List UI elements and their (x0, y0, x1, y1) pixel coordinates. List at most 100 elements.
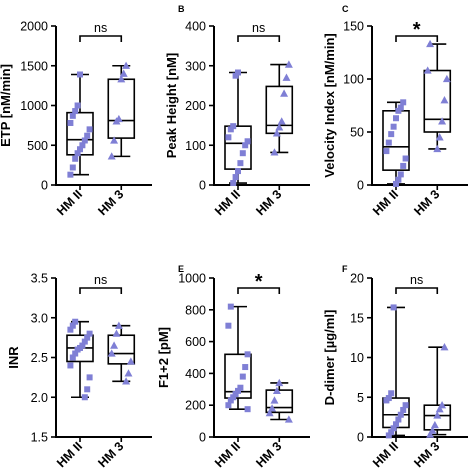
data-point-hm2 (230, 123, 237, 130)
x-category-label: HM II (54, 187, 85, 218)
data-point-hm2 (74, 102, 81, 109)
y-tick-label: 15 (350, 311, 364, 325)
data-point-hm2 (81, 394, 88, 401)
data-point-hm2 (84, 386, 91, 393)
significance-label: ns (410, 273, 423, 287)
data-point-hm2 (86, 126, 93, 133)
panel-inr: 1.5 2.0 2.5 3.0 3.5 INR HM II HM 3 ns (6, 272, 152, 470)
y-axis-title: ETP [nM/min] (0, 64, 13, 147)
data-point-hm3 (430, 420, 439, 429)
panel-vi: C 0 50 100 150 Velocity Index [nM/min] HM II HM… (322, 4, 468, 218)
data-point-hm2 (385, 139, 392, 146)
panel-letter: B (178, 4, 185, 14)
x-category-label: HM II (212, 439, 243, 470)
data-point-hm2 (237, 384, 244, 391)
significance-bracket (237, 35, 281, 42)
data-point-hm3 (435, 133, 444, 141)
significance-bracket (395, 287, 439, 294)
data-point-hm2 (72, 318, 79, 325)
y-tick-label: 0 (199, 431, 206, 445)
data-point-hm2 (395, 176, 402, 183)
data-point-hm3 (112, 329, 121, 337)
data-point-hm2 (242, 142, 249, 149)
data-point-hm2 (383, 148, 390, 155)
data-point-hm3 (442, 74, 451, 83)
data-point-hm3 (426, 430, 435, 438)
data-point-hm2 (393, 421, 399, 428)
x-category-label: HM 3 (95, 439, 126, 470)
panel-f12: E 0 200 400 600 800 1000 F1+2 [pM] HM II HM 3 * (156, 264, 310, 470)
data-point-hm3 (114, 114, 123, 123)
y-tick-label: 100 (185, 139, 206, 153)
y-axis-title: Velocity Index [nM/min] (322, 33, 337, 177)
data-point-hm2 (84, 334, 91, 341)
data-point-hm3 (280, 89, 289, 97)
data-point-hm2 (227, 126, 234, 133)
data-point-hm2 (400, 406, 407, 413)
data-point-hm3 (270, 148, 279, 156)
data-point-hm2 (232, 72, 239, 79)
significance-label: ns (252, 21, 265, 35)
box-iqr (423, 69, 452, 133)
y-tick-label: 1500 (20, 59, 48, 73)
data-point-hm2 (402, 402, 409, 409)
y-tick-label: 500 (27, 139, 48, 153)
data-point-hm2 (77, 146, 83, 153)
data-point-hm3 (438, 401, 447, 409)
data-point-hm3 (282, 73, 291, 81)
data-point-hm2 (390, 304, 397, 311)
data-point-hm2 (232, 391, 239, 398)
data-point-hm3 (284, 60, 293, 68)
data-point-hm3 (114, 321, 123, 329)
data-point-hm3 (110, 136, 119, 144)
data-point-hm2 (225, 322, 232, 329)
data-point-hm2 (227, 303, 234, 310)
y-tick-label: 600 (185, 335, 206, 349)
data-point-hm2 (395, 416, 402, 423)
y-tick-label: 50 (350, 126, 364, 140)
data-point-hm3 (284, 415, 293, 423)
data-point-hm3 (122, 61, 131, 69)
data-point-hm2 (81, 137, 88, 144)
data-point-hm2 (69, 322, 76, 329)
y-tick-label: 150 (343, 20, 364, 34)
data-point-hm2 (393, 115, 399, 122)
y-tick-label: 20 (350, 272, 364, 286)
data-point-hm2 (397, 104, 404, 111)
data-point-hm3 (270, 396, 279, 404)
data-point-hm3 (423, 66, 432, 74)
data-point-hm3 (440, 96, 449, 104)
data-point-hm3 (275, 123, 284, 131)
x-category-label: HM 3 (411, 187, 442, 218)
y-axis-title: INR (6, 346, 21, 369)
data-point-hm2 (69, 164, 76, 171)
data-point-hm2 (79, 342, 86, 349)
data-point-hm2 (385, 395, 392, 402)
data-point-hm2 (67, 119, 74, 126)
data-point-hm2 (397, 411, 404, 418)
data-point-hm3 (126, 357, 135, 365)
data-point-hm3 (272, 386, 281, 395)
y-tick-label: 2.5 (31, 351, 48, 365)
y-tick-label: 300 (185, 59, 206, 73)
data-point-hm2 (84, 132, 91, 139)
data-point-hm2 (402, 155, 409, 162)
box-iqr (423, 404, 452, 431)
significance-bracket (237, 287, 281, 294)
data-point-hm2 (235, 69, 241, 76)
data-point-hm2 (385, 432, 392, 439)
y-tick-label: 1000 (178, 272, 206, 286)
x-category-label: HM 3 (411, 439, 442, 470)
x-category-label: HM II (370, 439, 401, 470)
y-tick-label: 1000 (20, 99, 48, 113)
data-point-hm2 (235, 168, 241, 175)
significance-label: ns (94, 21, 107, 35)
data-point-hm2 (72, 108, 79, 115)
y-tick-label: 0 (199, 179, 206, 193)
data-point-hm2 (393, 180, 399, 187)
data-point-hm2 (79, 142, 86, 149)
significance-label: * (413, 19, 421, 41)
x-category-label: HM II (370, 187, 401, 218)
data-point-hm2 (86, 330, 93, 337)
data-point-hm2 (388, 390, 395, 397)
